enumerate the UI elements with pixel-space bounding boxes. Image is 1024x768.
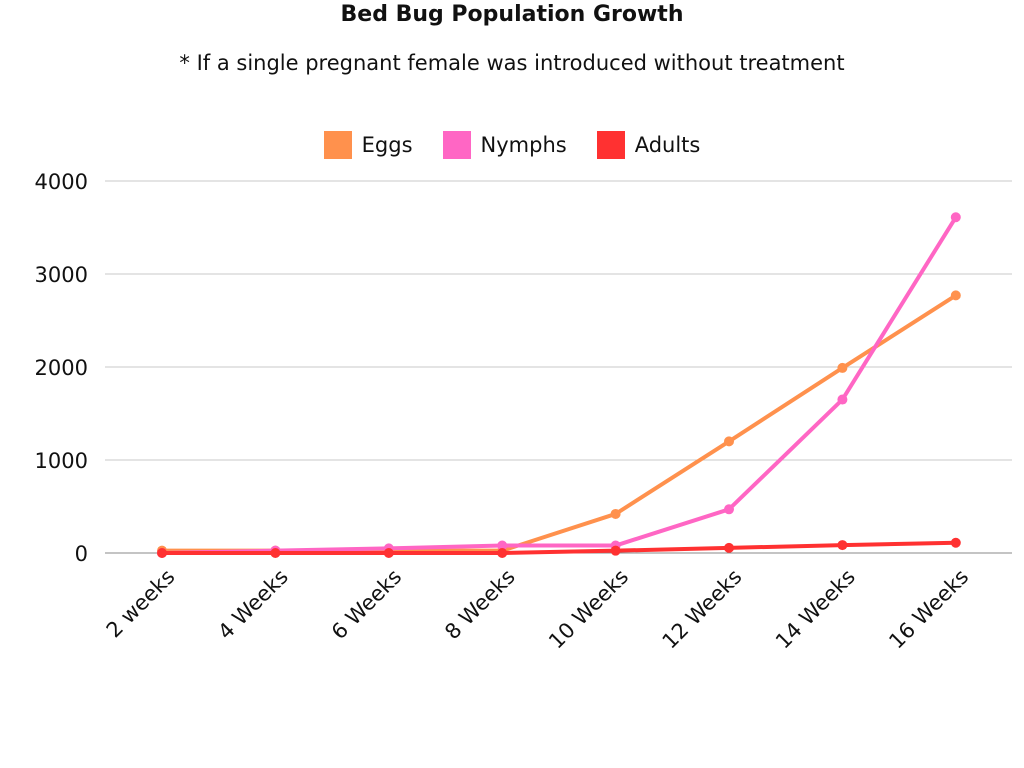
data-point-nymphs xyxy=(837,394,848,405)
data-point-eggs xyxy=(837,362,848,373)
data-point-nymphs xyxy=(724,504,734,515)
legend-label-eggs: Eggs xyxy=(361,133,413,157)
series-line-eggs xyxy=(160,293,958,553)
data-point-adults xyxy=(157,548,167,558)
y-tick-label: 4000 xyxy=(35,170,88,194)
data-point-adults xyxy=(383,548,394,558)
x-tick-label: 10 Weeks xyxy=(544,565,633,654)
legend: Eggs Nymphs Adults xyxy=(0,131,1024,159)
x-tick-label: 14 Weeks xyxy=(771,565,860,654)
legend-swatch-eggs xyxy=(323,131,352,159)
series-line-nymphs xyxy=(160,215,958,555)
data-point-nymphs xyxy=(950,212,961,223)
data-point-adults xyxy=(724,542,734,553)
data-point-nymphs xyxy=(497,540,508,551)
data-point-eggs xyxy=(724,436,734,447)
data-point-adults xyxy=(497,548,508,558)
series-line-adults xyxy=(160,540,958,555)
legend-item-adults: Adults xyxy=(596,131,701,159)
legend-item-eggs: Eggs xyxy=(323,131,413,159)
legend-label-adults: Adults xyxy=(634,133,701,157)
x-tick-label: 2 weeks xyxy=(102,565,180,643)
data-point-adults xyxy=(270,548,281,558)
x-tick-label: 4 Weeks xyxy=(213,565,293,645)
data-point-adults xyxy=(950,537,961,548)
legend-label-nymphs: Nymphs xyxy=(480,133,567,157)
x-tick-label: 6 Weeks xyxy=(327,565,407,645)
y-tick-label: 0 xyxy=(75,542,88,566)
legend-swatch-nymphs xyxy=(442,131,471,159)
data-point-eggs xyxy=(610,508,621,519)
x-tick-label: 12 Weeks xyxy=(658,565,747,654)
legend-item-nymphs: Nymphs xyxy=(442,131,567,159)
x-tick-label: 16 Weeks xyxy=(884,565,973,654)
y-tick-label: 2000 xyxy=(35,356,88,380)
y-tick-label: 1000 xyxy=(35,449,88,473)
x-tick-label: 8 Weeks xyxy=(440,565,520,645)
chart-subtitle: * If a single pregnant female was introd… xyxy=(179,51,845,75)
data-point-adults xyxy=(837,540,848,551)
chart-title: Bed Bug Population Growth xyxy=(340,2,684,27)
data-point-adults xyxy=(610,545,621,556)
y-tick-label: 3000 xyxy=(35,263,88,287)
data-point-eggs xyxy=(950,290,961,301)
legend-swatch-adults xyxy=(596,131,625,159)
